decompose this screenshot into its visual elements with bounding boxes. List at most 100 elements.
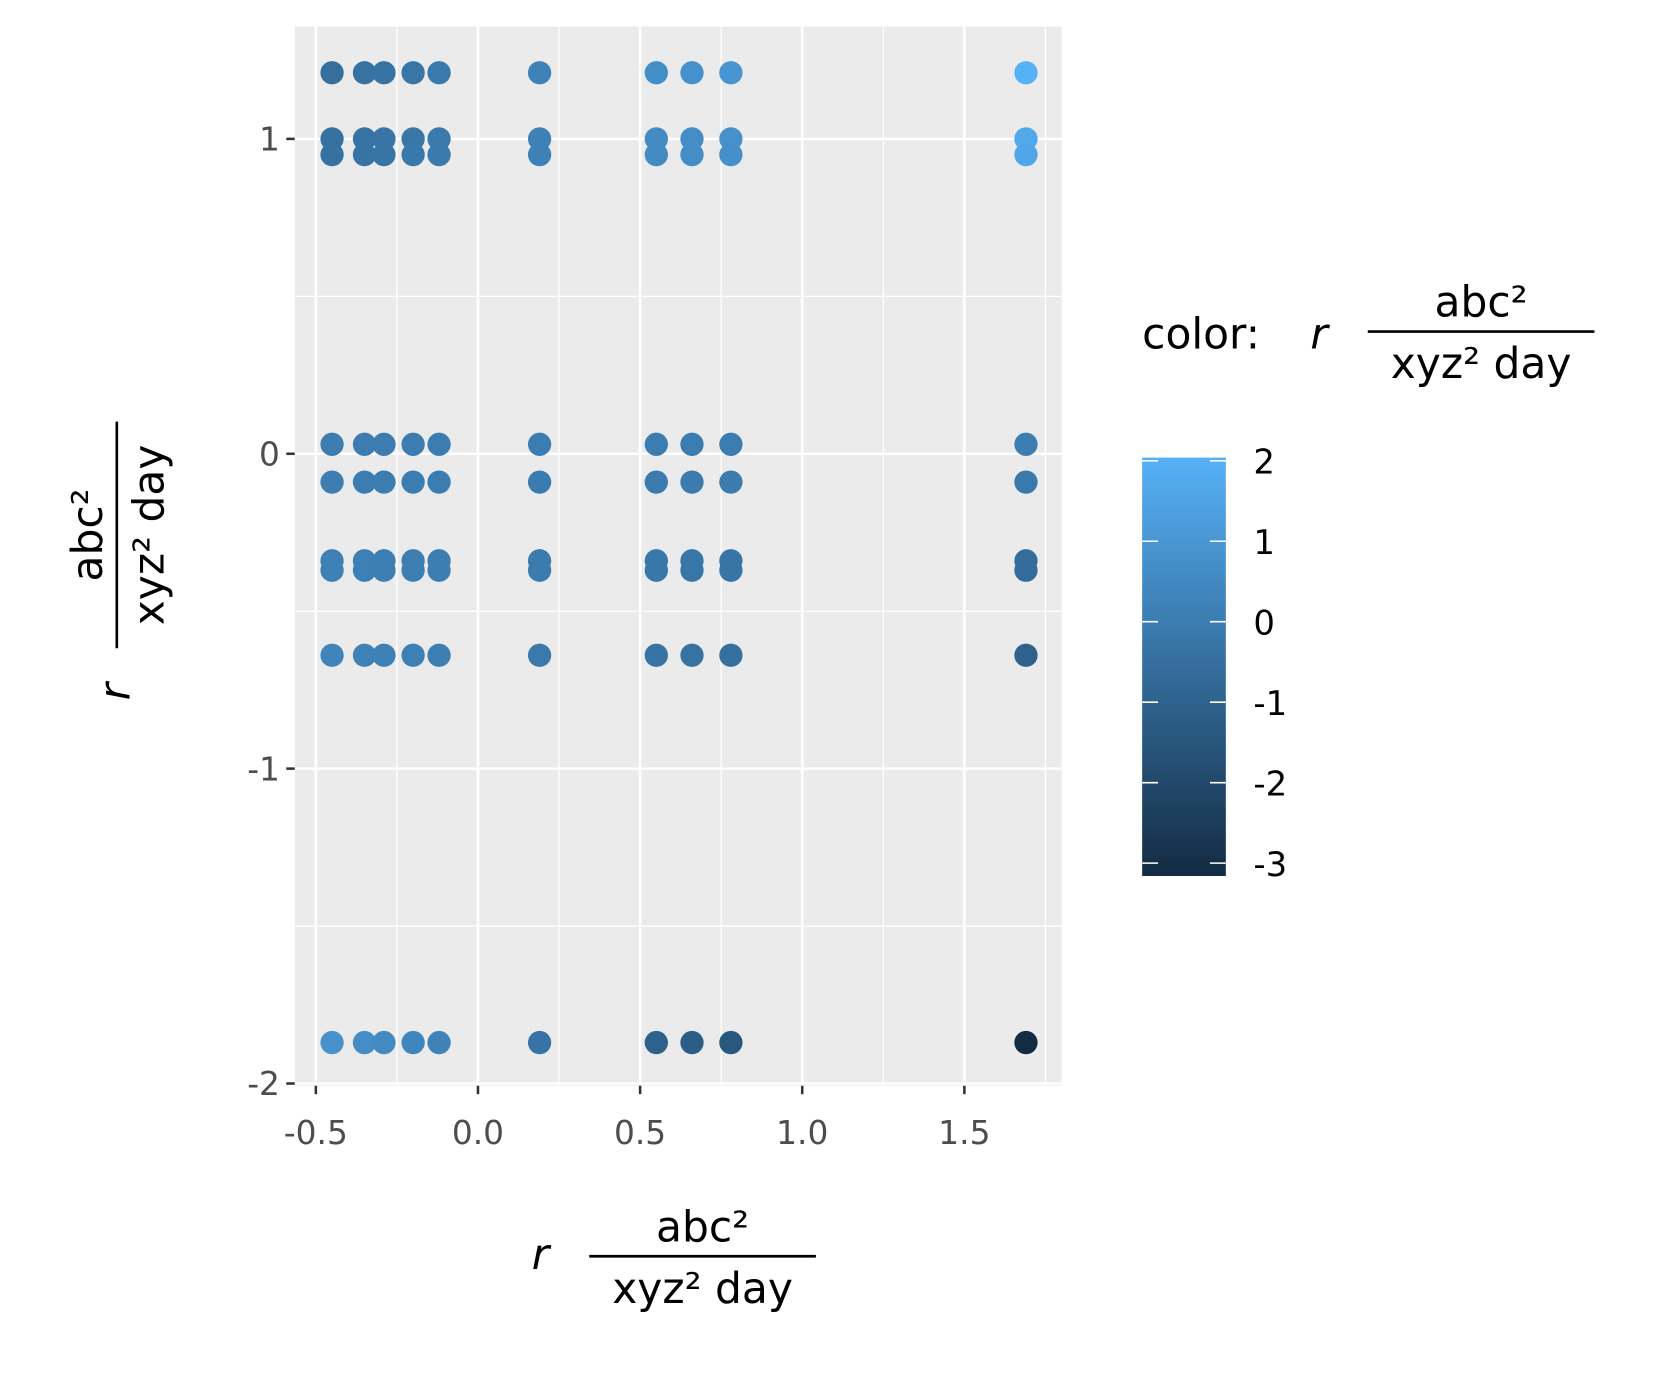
label-denominator: xyz² day: [124, 445, 173, 626]
colorbar-tick-label: 2: [1253, 443, 1275, 482]
point: [527, 643, 552, 667]
point: [427, 1030, 451, 1055]
point: [719, 558, 743, 582]
colorbar-tick-label: -3: [1253, 845, 1287, 884]
point: [352, 61, 377, 85]
point: [719, 432, 743, 456]
point: [1014, 432, 1038, 456]
point: [401, 1030, 425, 1055]
point: [401, 142, 425, 167]
point: [372, 643, 396, 667]
point: [644, 558, 668, 582]
label-variable: r: [1310, 309, 1330, 358]
point: [1014, 1030, 1038, 1055]
point: [320, 470, 344, 494]
point: [352, 470, 377, 494]
point: [427, 558, 451, 582]
point: [719, 61, 743, 85]
point: [320, 643, 344, 667]
point: [427, 142, 451, 167]
point: [320, 61, 344, 85]
point: [320, 432, 344, 456]
label-numerator: abc²: [1435, 278, 1528, 327]
point: [644, 1030, 668, 1055]
point: [644, 470, 668, 494]
point: [719, 643, 743, 667]
point: [527, 1030, 552, 1055]
colorbar: [1142, 457, 1226, 876]
point: [527, 558, 552, 582]
point: [372, 558, 396, 582]
point: [372, 61, 396, 85]
point: [320, 142, 344, 167]
point: [401, 61, 425, 85]
point: [680, 643, 704, 667]
colorbar-tick-label: -1: [1253, 684, 1287, 723]
y-tick-label: -2: [247, 1065, 280, 1103]
point: [352, 643, 377, 667]
label-numerator: abc²: [656, 1202, 749, 1251]
point: [352, 1030, 377, 1055]
y-axis-title: r abc² xyz² day: [63, 421, 173, 700]
point: [1014, 61, 1038, 85]
point: [527, 470, 552, 494]
point: [427, 643, 451, 667]
point: [372, 1030, 396, 1055]
label-denominator: xyz² day: [1391, 339, 1572, 388]
point: [644, 142, 668, 167]
label-variable: r: [91, 680, 140, 700]
point: [427, 470, 451, 494]
point: [644, 432, 668, 456]
x-tick-label: -0.5: [284, 1114, 348, 1152]
point: [320, 1030, 344, 1055]
y-tick-label: -1: [247, 750, 280, 788]
point: [401, 643, 425, 667]
point: [680, 470, 704, 494]
label-numerator: abc²: [63, 488, 112, 581]
colorbar-tick-label: -2: [1253, 764, 1287, 803]
colorbar-tick-label: 0: [1253, 603, 1275, 642]
x-tick-label: 0.5: [614, 1114, 666, 1152]
point: [680, 558, 704, 582]
point: [1014, 470, 1038, 494]
point: [401, 470, 425, 494]
point: [644, 643, 668, 667]
point: [352, 432, 377, 456]
point: [719, 142, 743, 167]
point: [401, 432, 425, 456]
point: [372, 470, 396, 494]
x-tick-label: 0.0: [452, 1114, 504, 1152]
colorbar-tick-label: 1: [1253, 523, 1275, 562]
point: [719, 470, 743, 494]
x-tick-label: 1.5: [938, 1114, 990, 1152]
label-variable: r: [532, 1230, 552, 1279]
point: [1014, 558, 1038, 582]
point: [427, 432, 451, 456]
point: [372, 142, 396, 167]
point: [680, 142, 704, 167]
point: [680, 432, 704, 456]
point: [1014, 643, 1038, 667]
point: [352, 142, 377, 167]
point: [719, 1030, 743, 1055]
point: [680, 61, 704, 85]
legend-title: color: r abc² xyz² day: [1142, 278, 1595, 388]
point: [352, 558, 377, 582]
point: [427, 61, 451, 85]
point: [401, 558, 425, 582]
point: [372, 432, 396, 456]
point: [644, 61, 668, 85]
point: [1014, 142, 1038, 167]
point: [527, 142, 552, 167]
x-tick-label: 1.0: [776, 1114, 828, 1152]
y-tick-label: 1: [259, 121, 280, 159]
point: [680, 1030, 704, 1055]
label-denominator: xyz² day: [612, 1264, 793, 1313]
legend-prefix: color:: [1142, 309, 1260, 358]
point: [527, 61, 552, 85]
y-tick-label: 0: [259, 435, 280, 473]
point: [527, 432, 552, 456]
x-axis-title: r abc² xyz² day: [532, 1202, 816, 1313]
point: [320, 558, 344, 582]
